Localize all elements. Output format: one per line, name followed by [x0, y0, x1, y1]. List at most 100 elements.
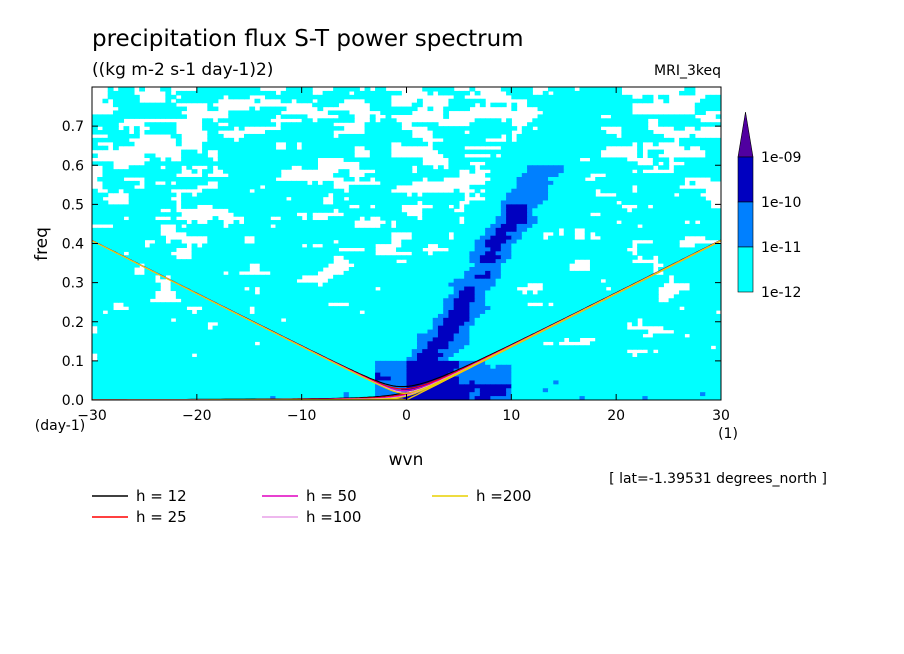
- heatmap-cell: [600, 274, 607, 280]
- heatmap-cell: [149, 266, 156, 272]
- heatmap-cell: [427, 208, 434, 213]
- heatmap-cell: [270, 204, 277, 209]
- heatmap-cell: [228, 161, 235, 166]
- heatmap-cell: [584, 290, 591, 295]
- heatmap-cell: [537, 196, 544, 202]
- heatmap-cell: [343, 294, 350, 299]
- heatmap-cell: [212, 188, 219, 194]
- heatmap-cell: [715, 102, 721, 108]
- heatmap-cell: [610, 180, 617, 186]
- heatmap-cell: [364, 165, 371, 170]
- heatmap-cell: [469, 212, 476, 217]
- heatmap-cell: [223, 278, 229, 284]
- heatmap-cell: [186, 282, 193, 288]
- heatmap-cell: [411, 266, 418, 272]
- heatmap-cell: [495, 212, 502, 217]
- heatmap-cell: [689, 263, 696, 268]
- heatmap-cell: [458, 286, 465, 292]
- heatmap-cell: [406, 274, 413, 280]
- heatmap-cell: [181, 274, 187, 280]
- heatmap-cell: [380, 239, 387, 245]
- heatmap-cell: [207, 200, 214, 205]
- heatmap-cell: [359, 133, 366, 139]
- heatmap-cell: [333, 235, 339, 241]
- heatmap-cell: [396, 180, 402, 186]
- heatmap-cell: [112, 176, 119, 182]
- heatmap-cell: [354, 141, 360, 147]
- heatmap-cell: [626, 165, 633, 170]
- heatmap-cell: [458, 270, 465, 276]
- heatmap-cell: [574, 243, 581, 249]
- heatmap-cell: [532, 137, 539, 143]
- heatmap-cell: [521, 184, 528, 190]
- heatmap-cell: [506, 251, 512, 256]
- heatmap-cell: [338, 274, 345, 280]
- heatmap-cell: [563, 274, 570, 280]
- heatmap-cell: [401, 247, 408, 252]
- heatmap-cell: [527, 274, 533, 280]
- heatmap-cell: [317, 106, 324, 112]
- heatmap-cell: [558, 212, 565, 217]
- heatmap-cell: [375, 282, 381, 288]
- heatmap-cell: [107, 180, 114, 186]
- heatmap-cell: [490, 157, 497, 162]
- heatmap-cell: [500, 208, 507, 213]
- heatmap-cell: [212, 141, 219, 147]
- heatmap-cell: [600, 270, 607, 276]
- heatmap-cell: [479, 274, 486, 280]
- heatmap-cell: [133, 130, 140, 135]
- heatmap-cell: [637, 294, 643, 299]
- heatmap-cell: [401, 169, 408, 174]
- heatmap-cell: [228, 173, 235, 178]
- heatmap-cell: [154, 176, 161, 182]
- heatmap-cell: [264, 298, 271, 303]
- heatmap-cell: [458, 235, 465, 241]
- heatmap-cell: [228, 165, 235, 170]
- heatmap-cell: [637, 290, 643, 295]
- heatmap-cell: [626, 235, 633, 241]
- heatmap-cell: [133, 290, 140, 295]
- heatmap-cell: [537, 216, 544, 221]
- heatmap-cell: [568, 212, 575, 217]
- heatmap-cell: [128, 282, 135, 288]
- heatmap-cell: [107, 290, 114, 295]
- heatmap-cell: [249, 176, 256, 182]
- heatmap-cell: [715, 294, 721, 299]
- heatmap-cell: [354, 239, 360, 245]
- heatmap-cell: [490, 259, 497, 264]
- heatmap-cell: [249, 169, 256, 174]
- heatmap-cell: [233, 278, 240, 284]
- heatmap-cell: [228, 176, 235, 182]
- heatmap-cell: [244, 212, 250, 217]
- heatmap-cell: [317, 247, 324, 252]
- heatmap-cell: [705, 274, 712, 280]
- heatmap-cell: [244, 90, 250, 96]
- heatmap-cell: [275, 110, 282, 115]
- heatmap-cell: [123, 274, 130, 280]
- heatmap-cell: [175, 243, 182, 249]
- heatmap-cell: [616, 204, 623, 209]
- heatmap-cell: [427, 274, 434, 280]
- heatmap-cell: [306, 239, 313, 245]
- heatmap-cell: [97, 196, 104, 202]
- heatmap-cell: [92, 259, 98, 264]
- heatmap-cell: [568, 90, 575, 96]
- heatmap-cell: [637, 130, 643, 135]
- heatmap-cell: [527, 243, 533, 249]
- heatmap-cell: [647, 200, 654, 205]
- heatmap-cell: [689, 173, 696, 178]
- heatmap-cell: [375, 133, 381, 139]
- heatmap-cell: [312, 251, 318, 256]
- heatmap-cell: [626, 133, 633, 139]
- heatmap-cell: [595, 251, 602, 256]
- heatmap-cell: [616, 298, 623, 303]
- heatmap-cell: [233, 235, 240, 241]
- heatmap-cell: [579, 126, 586, 131]
- heatmap-cell: [500, 122, 507, 127]
- heatmap-cell: [390, 157, 397, 162]
- heatmap-cell: [228, 251, 235, 256]
- heatmap-cell: [139, 220, 146, 225]
- heatmap-cell: [228, 196, 235, 202]
- heatmap-cell: [296, 290, 303, 295]
- heatmap-cell: [270, 161, 277, 166]
